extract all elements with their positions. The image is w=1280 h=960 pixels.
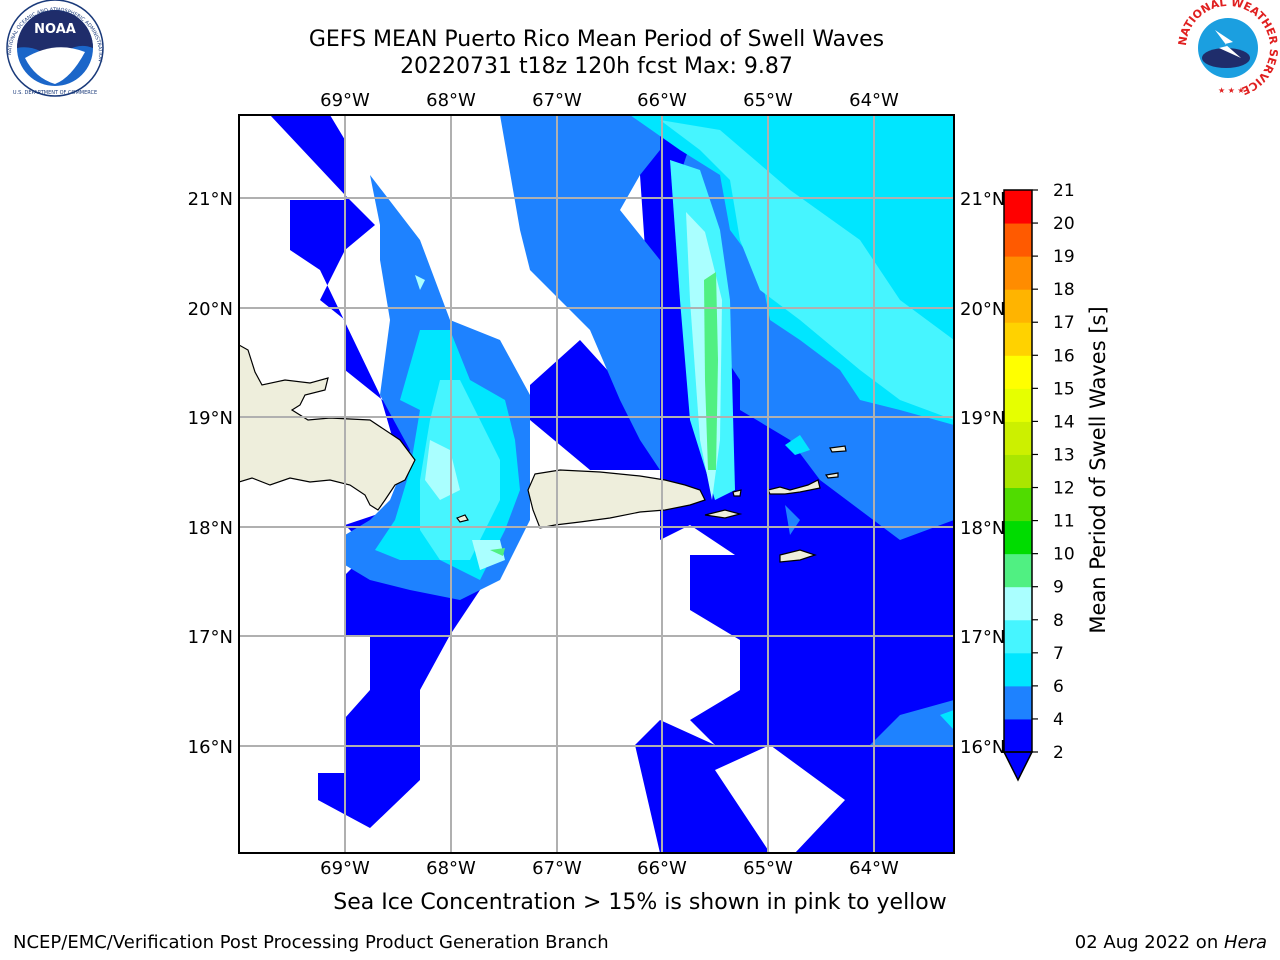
lon-labels-bottom: 69°W 68°W 67°W 66°W 65°W 64°W <box>320 858 899 879</box>
lon-label-bottom: 64°W <box>849 858 899 879</box>
lat-label-left: 18°N <box>188 518 233 539</box>
lat-label-right: 19°N <box>960 408 1005 429</box>
colorbar-segment <box>1004 619 1032 654</box>
sea-ice-caption: Sea Ice Concentration > 15% is shown in … <box>333 890 947 915</box>
small-island-1 <box>829 445 847 453</box>
land-masses <box>239 344 847 563</box>
colorbar-tick-label: 8 <box>1053 611 1064 631</box>
virgin-islands <box>767 479 821 495</box>
colorbar-segment <box>1004 388 1032 422</box>
colorbar-tick-label: 11 <box>1053 512 1075 532</box>
colorbar-segment <box>1004 520 1032 555</box>
nws-logo-stars: ★ ★ ★ <box>1218 86 1245 95</box>
lat-label-right: 20°N <box>960 299 1005 320</box>
colorbar-segment <box>1004 421 1032 455</box>
colorbar-segment <box>1004 685 1032 720</box>
lat-label-right: 17°N <box>960 627 1005 648</box>
hispaniola-landmass <box>239 344 416 511</box>
swell-band-9-10 <box>490 272 718 556</box>
lon-label-top: 67°W <box>532 90 582 111</box>
lat-label-left: 19°N <box>188 408 233 429</box>
colorbar-outline <box>1003 189 1033 753</box>
lat-label-right: 18°N <box>960 518 1005 539</box>
map-field <box>239 115 954 853</box>
colorbar-tick-label: 14 <box>1053 412 1075 432</box>
lat-labels-right: 21°N 20°N 19°N 18°N 17°N 16°N <box>960 189 1005 758</box>
colorbar-tick-label: 16 <box>1053 346 1075 366</box>
culebra-island <box>732 489 742 497</box>
lon-label-top: 69°W <box>320 90 370 111</box>
colorbar-segment <box>1004 256 1032 290</box>
colorbar-tick-label: 21 <box>1053 181 1075 201</box>
map-gridlines <box>239 115 954 853</box>
lon-label-top: 65°W <box>743 90 793 111</box>
colorbar-tick-label: 4 <box>1053 710 1064 730</box>
lon-label-top: 68°W <box>426 90 476 111</box>
title-line-2: 20220731 t18z 120h fcst Max: 9.87 <box>400 54 793 79</box>
colorbar-segment <box>1004 289 1032 323</box>
lon-label-bottom: 68°W <box>426 858 476 879</box>
lat-labels-left: 21°N 20°N 19°N 18°N 17°N 16°N <box>188 189 233 758</box>
colorbar-segment <box>1004 553 1032 588</box>
lat-label-left: 17°N <box>188 627 233 648</box>
colorbar-tick-label: 10 <box>1053 545 1075 565</box>
colorbar-segment <box>1004 652 1032 687</box>
vieques-island <box>704 509 743 519</box>
nws-logo: NATIONAL WEATHER SERVICE ★ ★ ★ <box>1176 0 1280 97</box>
noaa-logo: NOAA NATIONAL OCEANIC AND ATMOSPHERIC AD… <box>6 0 104 97</box>
colorbar-tick-label: 6 <box>1053 677 1064 697</box>
colorbar: 2 4 6 7 8 9 10 11 12 13 14 15 16 17 18 19 20 21 <box>1002 181 1075 782</box>
colorbar-tick-label: 20 <box>1053 214 1075 234</box>
colorbar-tick-label: 7 <box>1053 644 1064 664</box>
footer-machine: Hera <box>1223 932 1267 953</box>
map-frame <box>238 114 955 854</box>
st-croix-island <box>779 549 817 563</box>
colorbar-segment <box>1004 487 1032 522</box>
lat-label-right: 21°N <box>960 189 1005 210</box>
colorbar-segment <box>1004 190 1032 224</box>
lat-label-left: 20°N <box>188 299 233 320</box>
lon-label-bottom: 66°W <box>637 858 687 879</box>
colorbar-tick-label: 2 <box>1053 743 1064 763</box>
small-island-2 <box>824 472 839 479</box>
colorbar-tick-label: 17 <box>1053 313 1075 333</box>
footer-branch: NCEP/EMC/Verification Post Processing Pr… <box>13 932 609 953</box>
colorbar-segment <box>1004 223 1032 257</box>
colorbar-segment <box>1004 454 1032 489</box>
puerto-rico-landmass <box>527 469 706 529</box>
colorbar-tick-label: 18 <box>1053 280 1075 300</box>
footer-date: 02 Aug 2022 on Hera <box>1075 932 1267 953</box>
colorbar-extend-arrow <box>1002 751 1034 782</box>
noaa-logo-bottom-text: U.S. DEPARTMENT OF COMMERCE <box>13 90 97 96</box>
lat-label-left: 16°N <box>188 737 233 758</box>
lon-label-bottom: 69°W <box>320 858 370 879</box>
colorbar-tick-label: 13 <box>1053 445 1075 465</box>
lon-label-bottom: 65°W <box>743 858 793 879</box>
lon-label-bottom: 67°W <box>532 858 582 879</box>
colorbar-segment <box>1004 718 1032 753</box>
colorbar-tick-label: 9 <box>1053 578 1064 598</box>
colorbar-segment <box>1004 355 1032 389</box>
swell-band-7-8 <box>420 120 954 560</box>
lon-labels-top: 69°W 68°W 67°W 66°W 65°W 64°W <box>320 90 899 111</box>
colorbar-label: Mean Period of Swell Waves [s] <box>1086 306 1110 633</box>
lon-label-top: 64°W <box>849 90 899 111</box>
colorbar-tick-label: 15 <box>1053 379 1075 399</box>
footer-date-text: 02 Aug 2022 on <box>1074 932 1224 953</box>
colorbar-tick-label: 19 <box>1053 247 1075 267</box>
lon-label-top: 66°W <box>637 90 687 111</box>
mona-island <box>456 514 469 523</box>
noaa-logo-name: NOAA <box>34 22 76 37</box>
title-line-1: GEFS MEAN Puerto Rico Mean Period of Swe… <box>308 27 885 52</box>
lat-label-right: 16°N <box>960 737 1005 758</box>
colorbar-segment <box>1004 586 1032 621</box>
colorbar-tick-label: 12 <box>1053 479 1075 499</box>
colorbar-segment <box>1004 322 1032 356</box>
lat-label-left: 21°N <box>188 189 233 210</box>
